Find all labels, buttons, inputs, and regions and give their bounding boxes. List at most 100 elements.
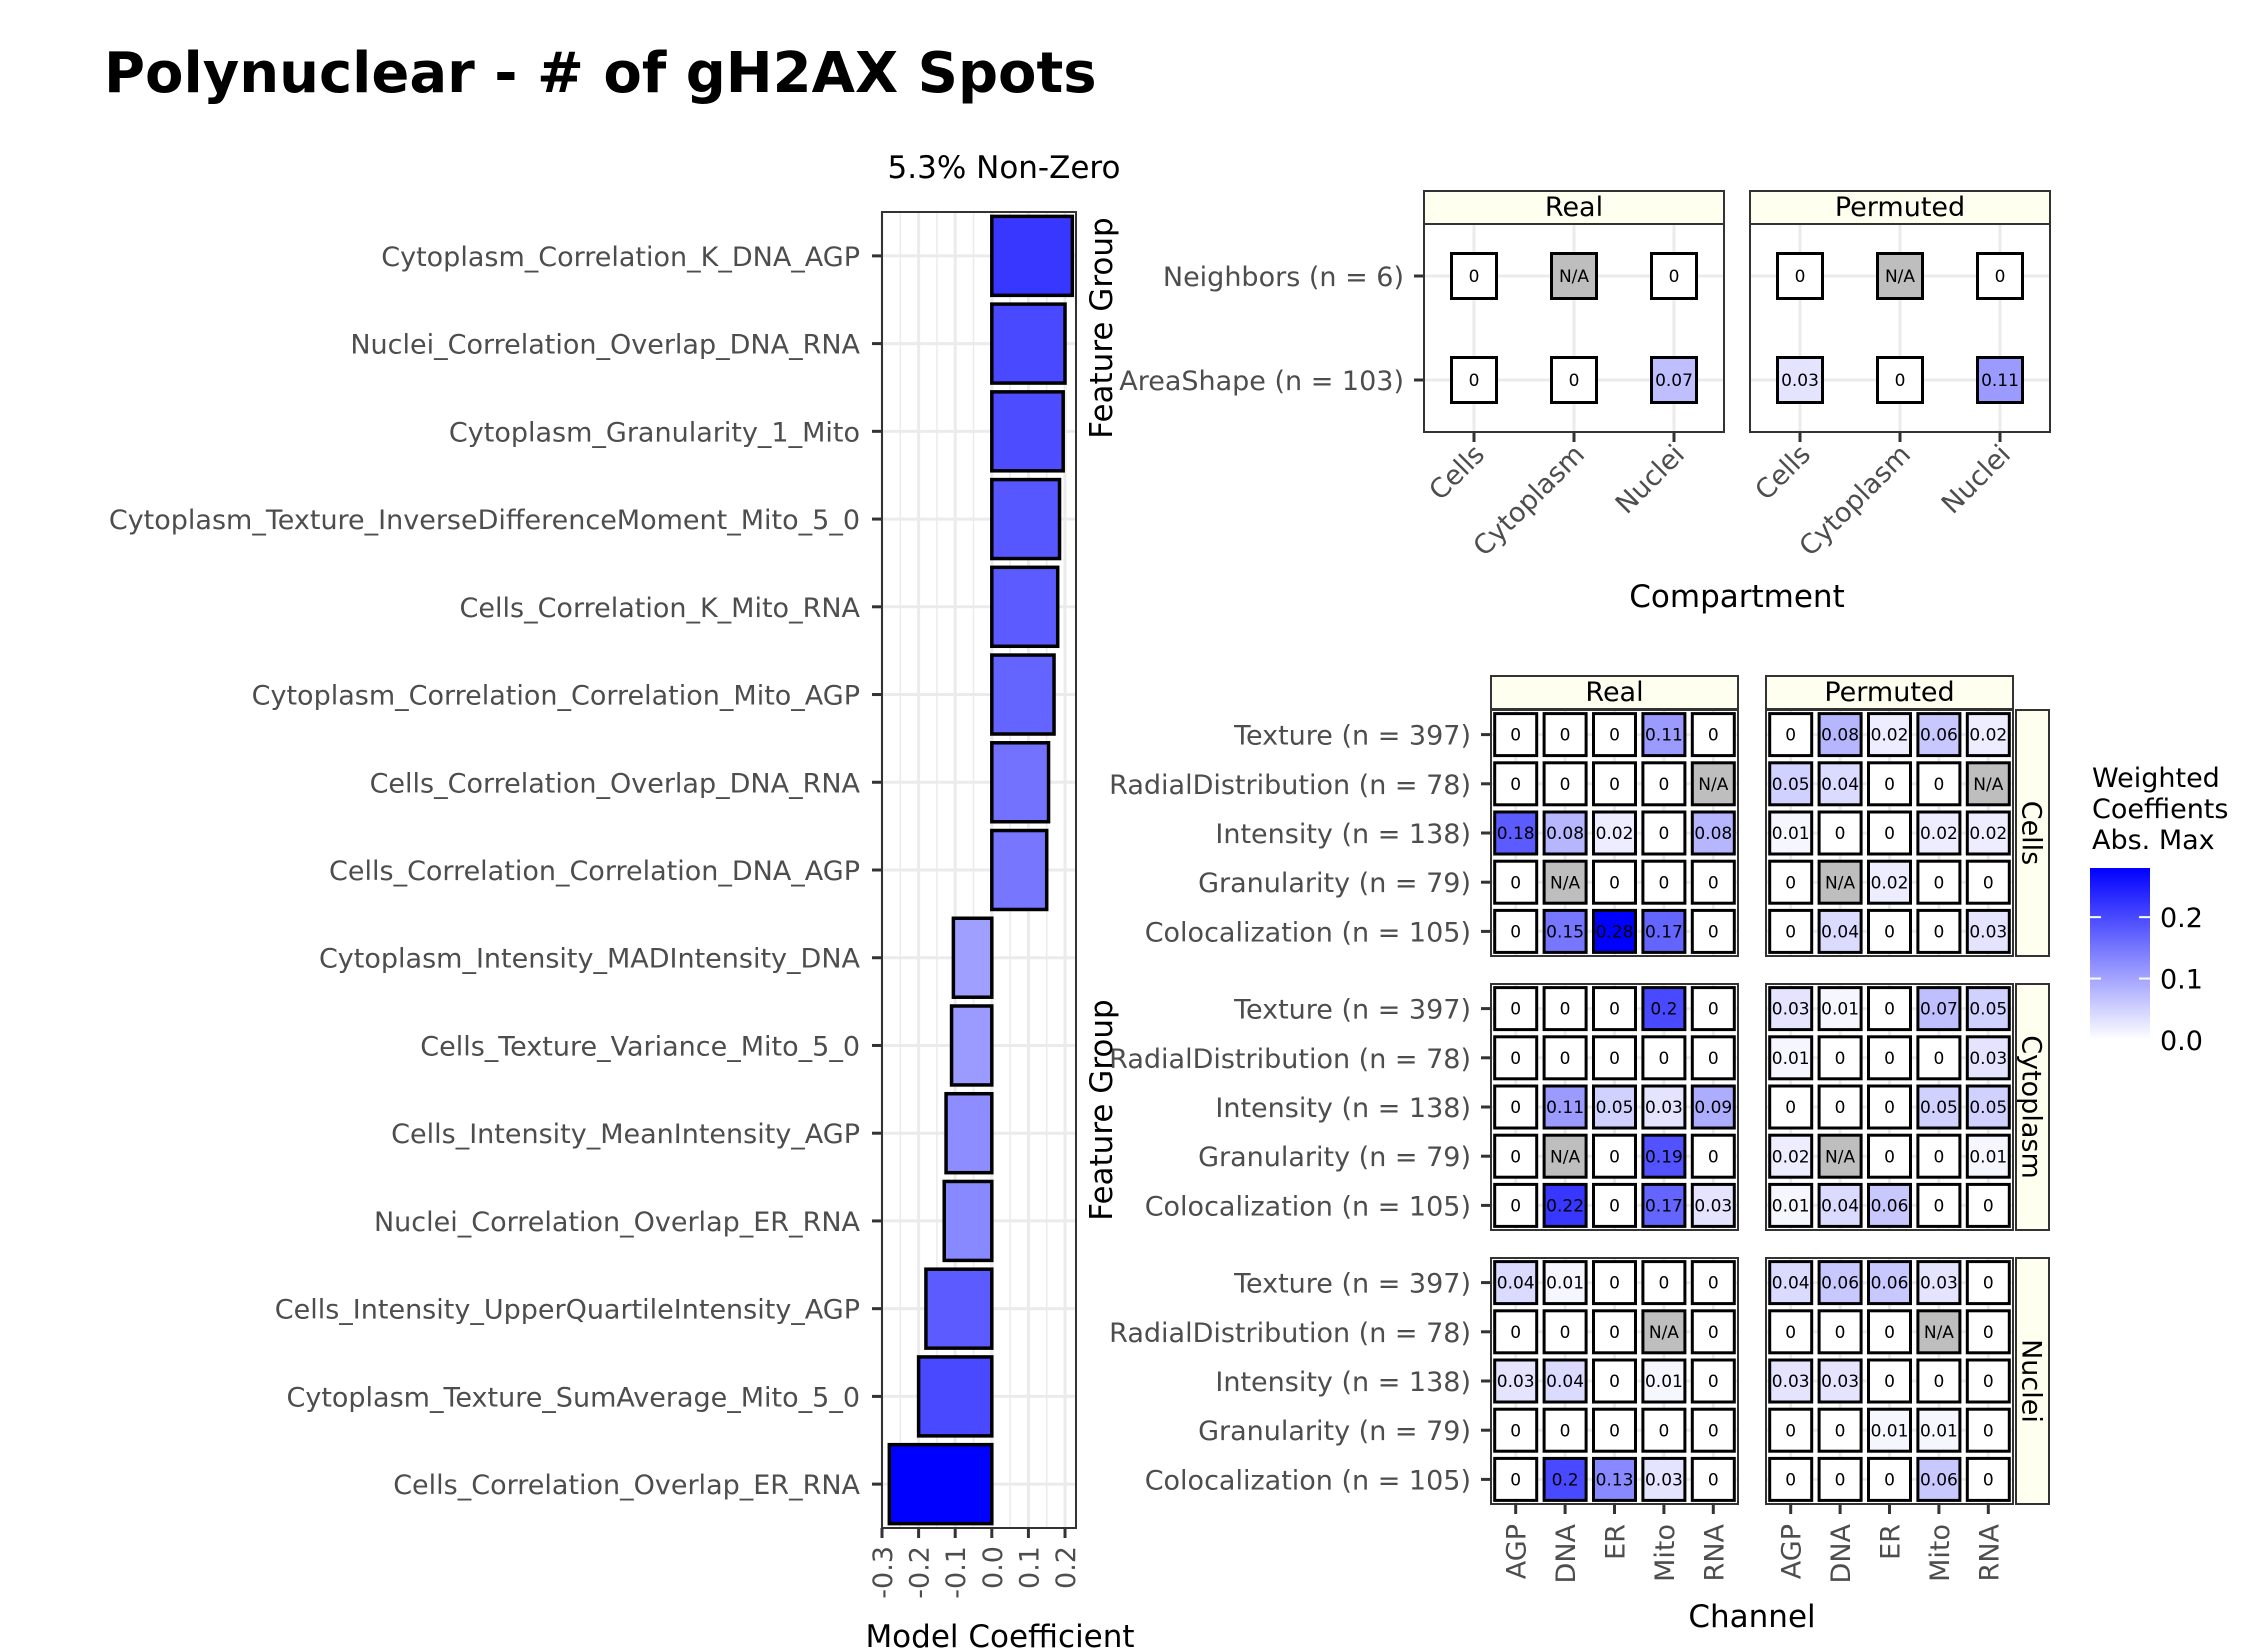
- heatmap-cell-label: 0: [1708, 1000, 1719, 1020]
- heatmap-cell-label: 0.02: [1772, 1147, 1810, 1167]
- heatmap-cell-label: 0: [1835, 1421, 1846, 1441]
- bar-x-tick-label: -0.3: [868, 1546, 899, 1599]
- heatmap-cell-label: 0: [1510, 873, 1521, 893]
- heatmap-cell-label: 0.11: [1645, 726, 1683, 746]
- heatmap-cell: [1817, 1260, 1863, 1306]
- heatmap-cell-label: 0: [1835, 1049, 1846, 1069]
- heatmap-cell: [1965, 712, 2011, 758]
- heatmap-cell: [1916, 1035, 1962, 1081]
- coefficient-bar-chart: Cytoplasm_Correlation_K_DNA_AGP Nuclei_Co…: [109, 211, 1082, 1599]
- bar-cytoplasm-texture-sumaverage-mito-5-0: [916, 1355, 994, 1438]
- channel-y-tick-label: Intensity (n = 138): [1215, 1367, 1471, 1398]
- heatmap-cell: [1592, 1133, 1637, 1179]
- heatmap-cell: [1592, 859, 1637, 905]
- heatmap-cell: [1867, 1309, 1912, 1355]
- heatmap-cell: [1817, 1182, 1863, 1228]
- heatmap-cell-label: 0: [1983, 1274, 1994, 1294]
- heatmap-cell-label: 0.04: [1821, 775, 1859, 795]
- channel-y-tick-label: Texture (n = 397): [1233, 721, 1471, 752]
- bar-cytoplasm-correlation-correlation-mito-agp: [990, 653, 1056, 736]
- heatmap-cell: [1867, 908, 1912, 954]
- heatmap-cell: [1542, 1133, 1588, 1179]
- heatmap-cell: [1768, 1084, 1814, 1130]
- heatmap-cell-label: N/A: [1924, 1323, 1954, 1343]
- heatmap-cell-label: N/A: [1698, 775, 1728, 795]
- bar-cells-correlation-overlap-dna-rna: [990, 741, 1051, 824]
- heatmap-cell-label: 0.07: [1655, 371, 1693, 391]
- heatmap-cell: [1817, 1407, 1863, 1453]
- heatmap-cell: [1768, 1407, 1814, 1453]
- heatmap-cell-label: 0.02: [1871, 873, 1909, 893]
- legend-title-line: Abs. Max: [2092, 825, 2215, 856]
- heatmap-cell-label: 0: [1983, 1421, 1994, 1441]
- heatmap-cell: [1641, 986, 1687, 1032]
- heatmap-cell-label: 0.03: [1645, 1098, 1683, 1118]
- bar-y-tick-label: Cytoplasm_Correlation_K_DNA_AGP: [381, 242, 860, 273]
- heatmap-cell-label: 0: [1658, 1421, 1669, 1441]
- channel-x-tick-label: ER: [1601, 1524, 1632, 1560]
- heatmap-cell: [1768, 712, 1814, 758]
- heatmap-cell-label: 0.22: [1546, 1197, 1584, 1217]
- heatmap-cell-label: 0: [1609, 1000, 1620, 1020]
- bar-x-tick-label: 0.2: [1051, 1546, 1082, 1589]
- facet-strip-label: Permuted: [1824, 677, 1954, 708]
- heatmap-cell: [1768, 761, 1814, 807]
- channel-x-axis-label: Channel: [1688, 1599, 1815, 1635]
- heatmap-cell-label: 0: [1510, 1000, 1521, 1020]
- heatmap-cell-label: 0: [1785, 1471, 1796, 1491]
- heatmap-cell: [1916, 859, 1962, 905]
- heatmap-cell: [1776, 356, 1824, 404]
- heatmap-cell: [1916, 1084, 1962, 1130]
- heatmap-cell-label: 0: [1785, 873, 1796, 893]
- heatmap-cell: [1916, 1309, 1962, 1355]
- heatmap-cell: [1817, 1456, 1863, 1502]
- heatmap-cell-label: 0: [1884, 824, 1895, 844]
- heatmap-cell: [1817, 859, 1863, 905]
- bar-nuclei-correlation-overlap-dna-rna: [990, 302, 1067, 385]
- heatmap-cell-label: 0: [1785, 1098, 1796, 1118]
- heatmap-cell: [1641, 1358, 1687, 1404]
- bar-y-tick-label: Cells_Texture_Variance_Mito_5_0: [420, 1031, 860, 1062]
- heatmap-cell: [1592, 1407, 1637, 1453]
- heatmap-cell: [1690, 810, 1736, 856]
- heatmap-cell: [1976, 356, 2024, 404]
- heatmap-cell: [1965, 1084, 2011, 1130]
- heatmap-panel-border: [1765, 983, 2014, 1231]
- heatmap-cell-label: 0.01: [1546, 1274, 1584, 1294]
- heatmap-cell-label: 0.06: [1871, 1274, 1909, 1294]
- heatmap-cell-label: 0: [1795, 267, 1806, 287]
- channel-x-tick-label: RNA: [1974, 1523, 2005, 1581]
- heatmap-cell-label: 0: [1983, 1323, 1994, 1343]
- heatmap-cell: [1867, 1407, 1912, 1453]
- heatmap-cell-label: 0: [1609, 1197, 1620, 1217]
- heatmap-cell-label: 0: [1609, 726, 1620, 746]
- heatmap-cell-label: 0: [1609, 1372, 1620, 1392]
- heatmap-cell-label: 0: [1708, 1147, 1719, 1167]
- bar-cells-intensity-meanintensity-agp: [944, 1091, 994, 1175]
- heatmap-cell: [1817, 1084, 1863, 1130]
- heatmap-cell: [1493, 712, 1539, 758]
- heatmap-cell: [1542, 1260, 1588, 1306]
- heatmap-cell: [1768, 810, 1814, 856]
- heatmap-cell: [1592, 1035, 1637, 1081]
- heatmap-cell: [1965, 1182, 2011, 1228]
- heatmap-cell-label: 0.02: [1969, 726, 2007, 746]
- heatmap-cell: [1690, 1182, 1736, 1228]
- heatmap-cell: [1493, 1456, 1539, 1502]
- heatmap-cell-label: 0.04: [1821, 923, 1859, 943]
- heatmap-cell-label: 0.03: [1781, 371, 1819, 391]
- legend-tick-label: 0.1: [2160, 965, 2203, 996]
- heatmap-cell: [1542, 908, 1588, 954]
- heatmap-cell: [1493, 1133, 1539, 1179]
- heatmap-cell-label: 0: [1560, 1000, 1571, 1020]
- heatmap-cell: [1776, 252, 1824, 300]
- heatmap-cell: [1592, 1084, 1637, 1130]
- heatmap-cell: [1641, 1182, 1687, 1228]
- heatmap-cell-label: 0.01: [1772, 1197, 1810, 1217]
- heatmap-cell: [1550, 252, 1598, 300]
- heatmap-cell: [1690, 761, 1736, 807]
- heatmap-cell-label: 0: [1560, 1323, 1571, 1343]
- facet-strip-label: Permuted: [1835, 192, 1965, 223]
- heatmap-cell: [1592, 986, 1637, 1032]
- bar-y-tick-label: Cells_Correlation_Overlap_ER_RNA: [393, 1470, 860, 1501]
